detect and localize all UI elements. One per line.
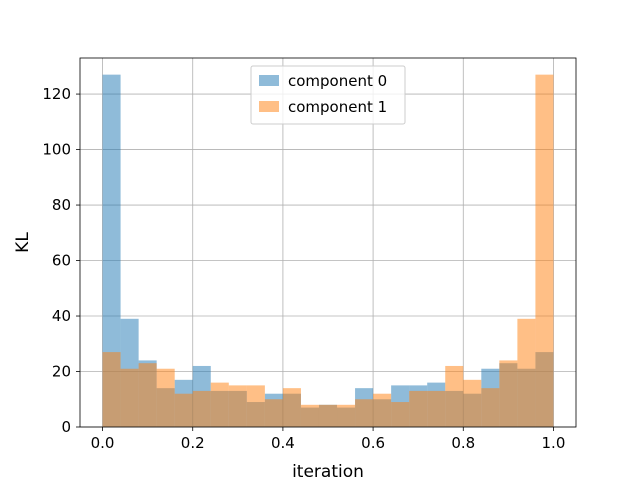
- bar-series-1-bin-7: [228, 385, 247, 427]
- bar-series-1-bin-11: [300, 404, 319, 427]
- x-axis-label: iteration: [292, 462, 364, 480]
- bar-series-1-bin-14: [355, 399, 374, 427]
- bar-series-1-bin-23: [517, 318, 536, 427]
- bar-series-1-bin-2: [138, 363, 157, 427]
- x-tick-label-4: 0.8: [451, 434, 475, 452]
- bar-series-1-bin-13: [337, 404, 356, 427]
- bar-series-1-bin-19: [445, 365, 464, 427]
- y-tick-label-6: 120: [42, 85, 71, 103]
- x-tick-label-3: 0.6: [361, 434, 385, 452]
- legend-box: [250, 65, 406, 125]
- y-tick-label-4: 80: [52, 196, 71, 214]
- y-tick-label-2: 40: [52, 307, 71, 325]
- bar-series-1-bin-5: [192, 390, 211, 427]
- bar-series-1-bin-18: [427, 390, 446, 427]
- y-tick-label-0: 0: [61, 418, 71, 436]
- y-tick-label-1: 20: [52, 363, 71, 381]
- bar-series-1-bin-21: [481, 388, 500, 427]
- bar-series-1-bin-12: [318, 404, 338, 427]
- bar-series-1-bin-6: [210, 382, 229, 427]
- axis-ticks: 0.0 0.2 0.4 0.6 0.8 1.0 0 20 40 60 80 100 120: [42, 85, 565, 452]
- bar-series-1-bin-0: [102, 352, 121, 427]
- legend-label-component-0: component 0: [288, 72, 387, 90]
- plot-frame: [79, 57, 577, 428]
- legend-swatch-component-0: [259, 75, 279, 86]
- bar-series-1-bin-9: [264, 399, 283, 427]
- bar-series-1-bin-10: [282, 388, 301, 427]
- x-tick-label-5: 1.0: [542, 434, 566, 452]
- legend: component 0 component 1: [250, 65, 406, 125]
- bar-series-0-bin-0: [102, 74, 121, 428]
- x-tick-label-0: 0.0: [91, 434, 115, 452]
- series-1-bars: [102, 74, 554, 428]
- x-tick-label-2: 0.4: [271, 434, 295, 452]
- y-tick-label-3: 60: [52, 252, 71, 270]
- bar-series-1-bin-8: [246, 385, 265, 427]
- bars: [102, 74, 554, 428]
- bar-series-1-bin-22: [499, 360, 518, 427]
- bar-series-1-bin-15: [373, 393, 392, 427]
- bar-series-1-bin-20: [463, 379, 482, 427]
- bar-series-1-bin-1: [120, 368, 139, 427]
- legend-swatch-component-1: [259, 101, 279, 112]
- bar-series-1-bin-17: [409, 390, 428, 427]
- bar-series-1-bin-3: [156, 368, 175, 427]
- bar-series-1-bin-16: [391, 402, 410, 427]
- y-axis-label: KL: [13, 232, 33, 253]
- bar-series-1-bin-4: [174, 393, 193, 427]
- y-tick-label-5: 100: [42, 141, 71, 159]
- legend-label-component-1: component 1: [288, 98, 387, 116]
- bar-series-1-bin-24: [535, 74, 554, 428]
- x-tick-label-1: 0.2: [181, 434, 205, 452]
